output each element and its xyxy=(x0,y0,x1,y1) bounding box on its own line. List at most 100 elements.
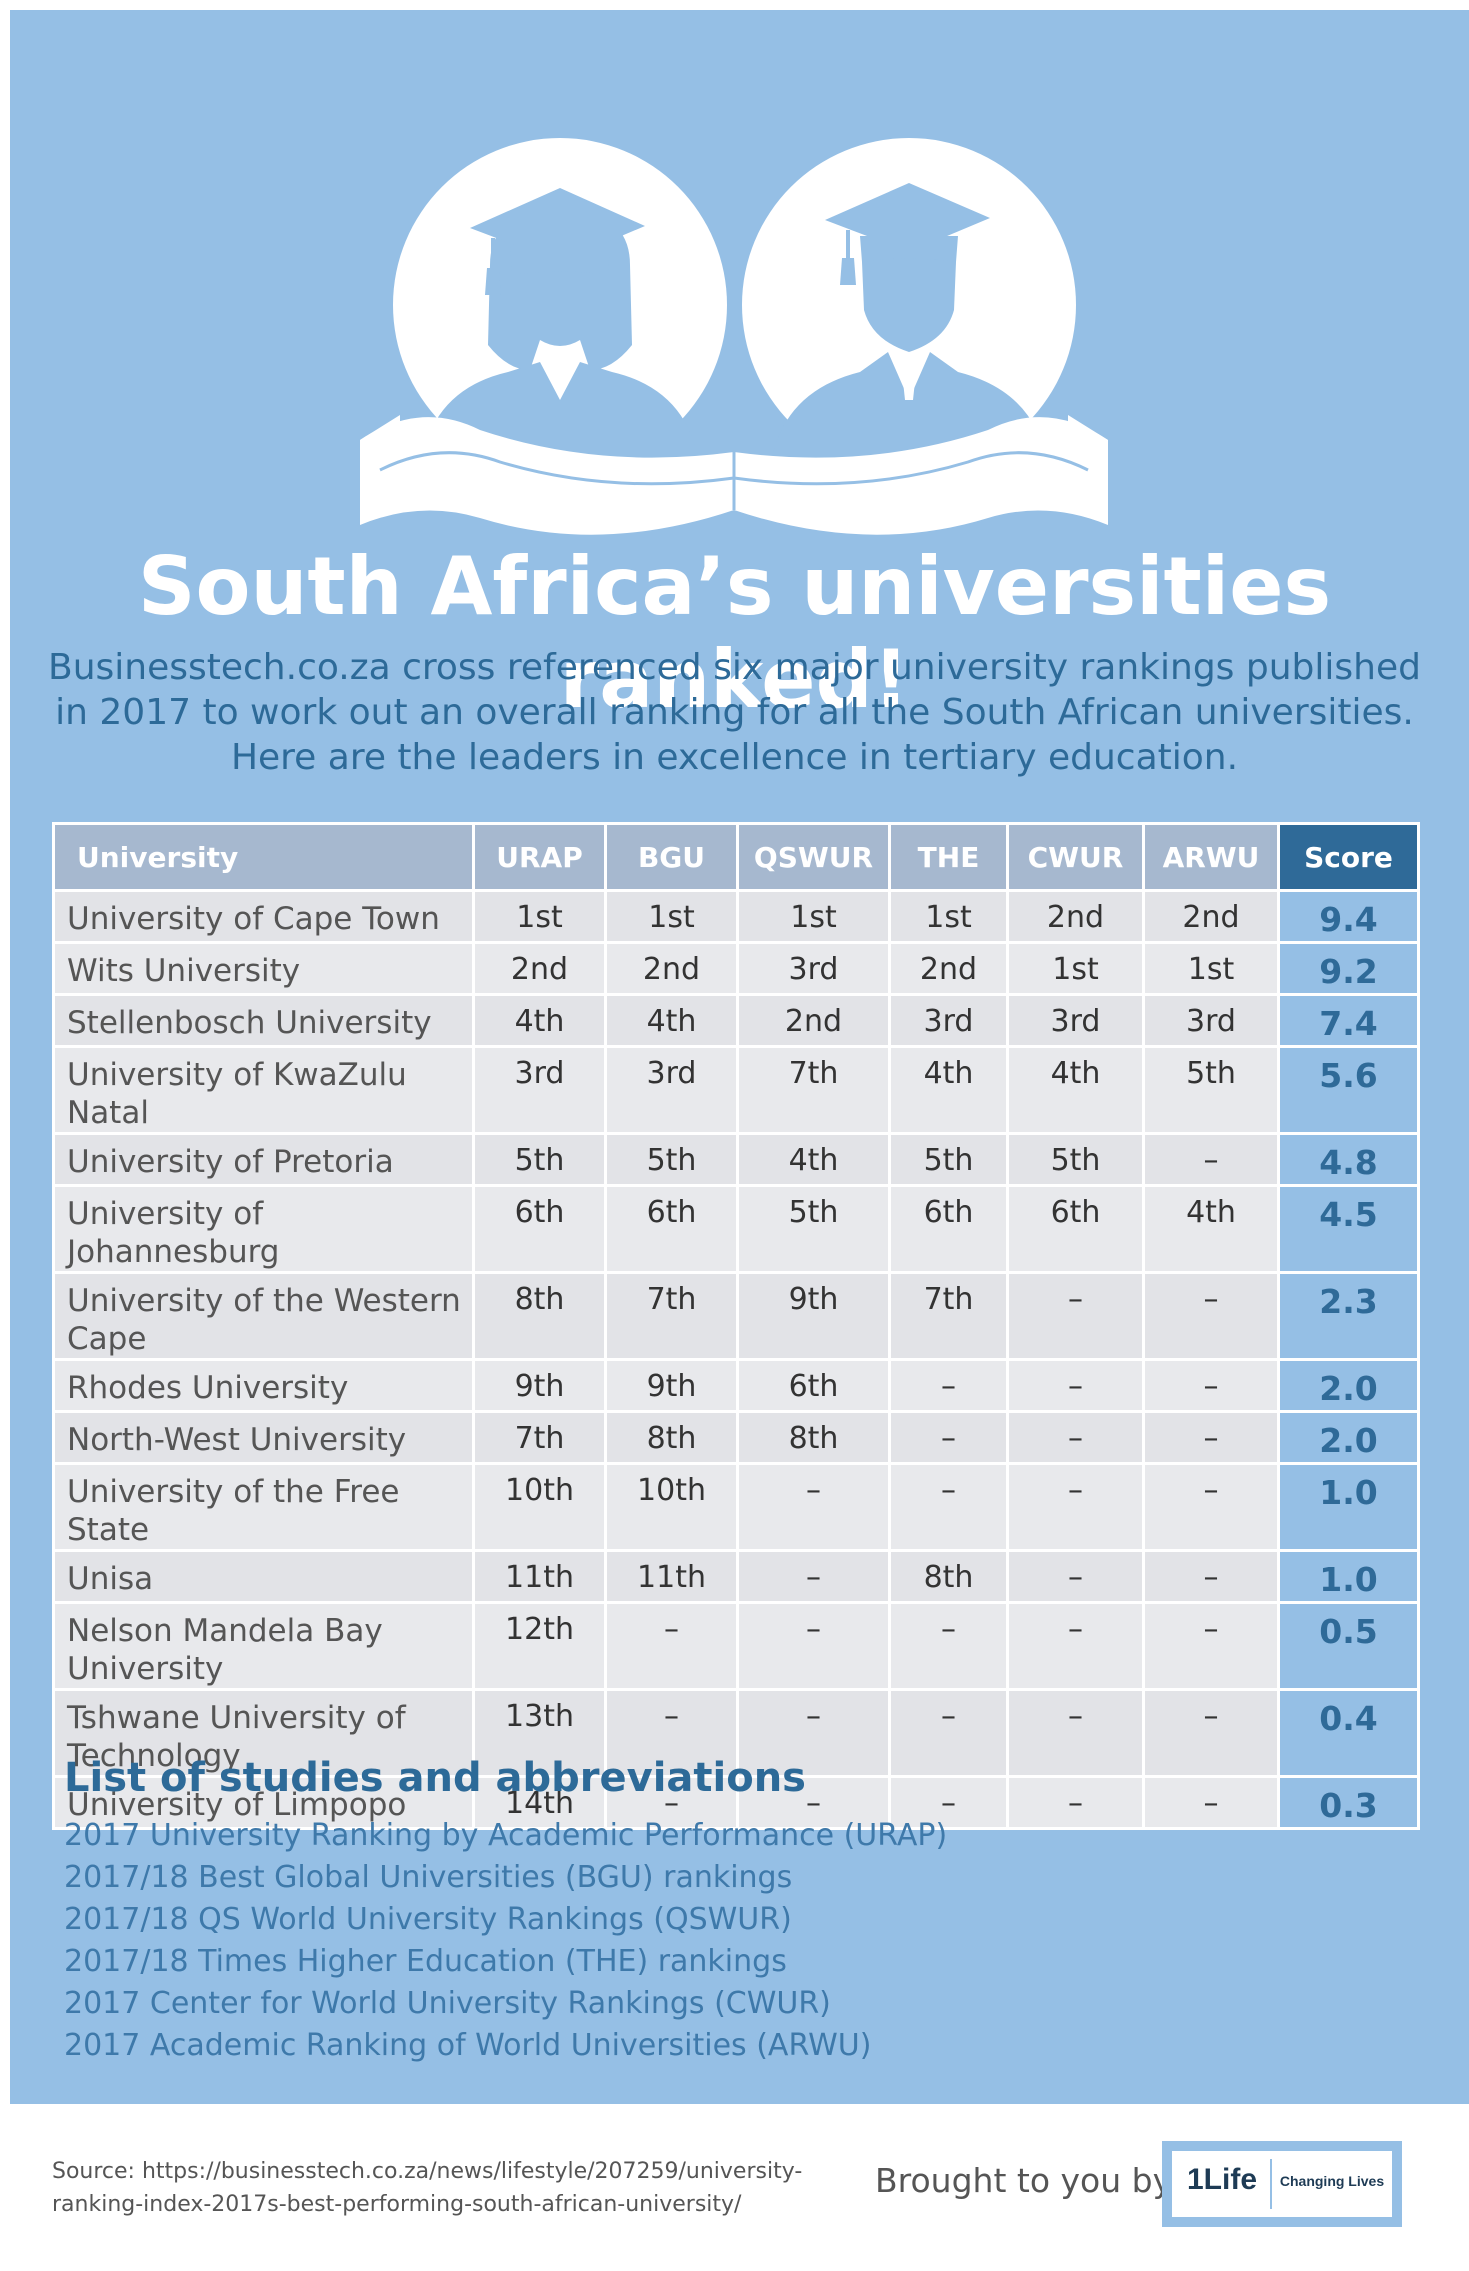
cell-urap: 8th xyxy=(472,1271,607,1361)
cell-arwu: 1st xyxy=(1142,941,1280,996)
cell-cwur: 1st xyxy=(1006,941,1145,996)
cell-bgu: 10th xyxy=(604,1462,739,1552)
cell-the: 5th xyxy=(888,1132,1009,1187)
list-item: 2017/18 Times Higher Education (THE) ran… xyxy=(64,1944,787,1979)
cell-university: Stellenbosch University xyxy=(52,993,475,1048)
cell-university: Unisa xyxy=(52,1549,475,1604)
cell-arwu: – xyxy=(1142,1358,1280,1413)
graduates-illustration xyxy=(360,138,1108,535)
cell-urap: 9th xyxy=(472,1358,607,1413)
cell-cwur: 3rd xyxy=(1006,993,1145,1048)
cell-bgu: 3rd xyxy=(604,1045,739,1135)
header-cwur: CWUR xyxy=(1006,822,1145,892)
cell-the: 7th xyxy=(888,1271,1009,1361)
table-row: University of Johannesburg 6th 6th 5th 6th 6t… xyxy=(52,1184,1420,1274)
cell-the: – xyxy=(888,1688,1009,1778)
cell-the: 6th xyxy=(888,1184,1009,1274)
abbreviations-list: 2017 University Ranking by Academic Perf… xyxy=(64,1815,947,2067)
cell-bgu: 1st xyxy=(604,889,739,944)
cell-urap: 7th xyxy=(472,1410,607,1465)
cell-arwu: – xyxy=(1142,1462,1280,1552)
cell-bgu: 7th xyxy=(604,1271,739,1361)
cell-cwur: 5th xyxy=(1006,1132,1145,1187)
cell-arwu: – xyxy=(1142,1601,1280,1691)
cell-arwu: 2nd xyxy=(1142,889,1280,944)
cell-qswur: – xyxy=(736,1601,891,1691)
cell-university: University of Limpopo xyxy=(52,1775,475,1830)
cell-the: – xyxy=(888,1775,1009,1830)
cell-cwur: – xyxy=(1006,1601,1145,1691)
cell-bgu: – xyxy=(604,1601,739,1691)
cell-university: University of the Western Cape xyxy=(52,1271,475,1361)
cell-score: 0.5 xyxy=(1277,1601,1420,1691)
cell-urap: 4th xyxy=(472,993,607,1048)
cell-qswur: 9th xyxy=(736,1271,891,1361)
cell-cwur: 6th xyxy=(1006,1184,1145,1274)
table-row: Nelson Mandela Bay University 12th – – – – –0.… xyxy=(52,1601,1420,1691)
cell-university: Nelson Mandela Bay University xyxy=(52,1601,475,1691)
cell-urap: 2nd xyxy=(472,941,607,996)
cell-bgu: 6th xyxy=(604,1184,739,1274)
header-the: THE xyxy=(888,822,1009,892)
cell-university: North-West University xyxy=(52,1410,475,1465)
cell-the: – xyxy=(888,1601,1009,1691)
cell-university: Tshwane University of Technology xyxy=(52,1688,475,1778)
cell-cwur: – xyxy=(1006,1688,1145,1778)
cell-urap: 12th xyxy=(472,1601,607,1691)
cell-qswur: 7th xyxy=(736,1045,891,1135)
cell-university: Wits University xyxy=(52,941,475,996)
header-university: University xyxy=(52,822,475,892)
cell-urap: 6th xyxy=(472,1184,607,1274)
cell-qswur: – xyxy=(736,1549,891,1604)
cell-bgu: 2nd xyxy=(604,941,739,996)
cell-urap: 1st xyxy=(472,889,607,944)
cell-bgu: – xyxy=(604,1775,739,1830)
list-item: 2017 Center for World University Ranking… xyxy=(64,1986,831,2021)
cell-qswur: – xyxy=(736,1688,891,1778)
cell-qswur: 8th xyxy=(736,1410,891,1465)
table-row: Tshwane University of Technology 13th – – – –… xyxy=(52,1688,1420,1778)
cell-arwu: – xyxy=(1142,1549,1280,1604)
cell-score: 0.4 xyxy=(1277,1688,1420,1778)
cell-qswur: 3rd xyxy=(736,941,891,996)
rankings-table: University URAP BGU QSWUR THE CWUR ARWU … xyxy=(52,822,1420,1830)
cell-cwur: – xyxy=(1006,1462,1145,1552)
cell-qswur: 6th xyxy=(736,1358,891,1413)
table-row: University of Pretoria 5th 5th 4th 5th 5th –4.… xyxy=(52,1132,1420,1187)
list-item: 2017/18 Best Global Universities (BGU) r… xyxy=(64,1860,793,1895)
cell-score: 2.0 xyxy=(1277,1358,1420,1413)
cell-bgu: 5th xyxy=(604,1132,739,1187)
page-title: South Africa’s universities ranked! xyxy=(137,540,1332,726)
header-urap: URAP xyxy=(472,822,607,892)
cell-cwur: – xyxy=(1006,1549,1145,1604)
brought-to-you-label: Brought to you by: xyxy=(875,2161,1181,2200)
cell-the: – xyxy=(888,1462,1009,1552)
cell-urap: 14th xyxy=(472,1775,607,1830)
table-row: University of the Western Cape 8th 7th 9th 7… xyxy=(52,1271,1420,1361)
cell-bgu: – xyxy=(604,1688,739,1778)
cell-arwu: 3rd xyxy=(1142,993,1280,1048)
cell-arwu: – xyxy=(1142,1271,1280,1361)
cell-urap: 10th xyxy=(472,1462,607,1552)
cell-urap: 11th xyxy=(472,1549,607,1604)
cell-arwu: – xyxy=(1142,1775,1280,1830)
cell-the: 4th xyxy=(888,1045,1009,1135)
table-row: Wits University 2nd 2nd 3rd 2nd 1st 1st 9.2 xyxy=(52,941,1420,996)
sponsor-logo: 1Life Changing Lives xyxy=(1162,2141,1402,2227)
cell-bgu: 4th xyxy=(604,993,739,1048)
cell-university: University of the Free State xyxy=(52,1462,475,1552)
open-book-ribbon-icon xyxy=(360,415,1108,535)
cell-score: 7.4 xyxy=(1277,993,1420,1048)
logo-wordmark: 1Life xyxy=(1186,2163,1258,2196)
cell-cwur: 2nd xyxy=(1006,889,1145,944)
logo-divider xyxy=(1270,2159,1272,2209)
cell-the: 3rd xyxy=(888,993,1009,1048)
table-row: Unisa 11th 11th –8th – –1.0 xyxy=(52,1549,1420,1604)
header-arwu: ARWU xyxy=(1142,822,1280,892)
header-qswur: QSWUR xyxy=(736,822,891,892)
cell-cwur: – xyxy=(1006,1271,1145,1361)
table-row: University of Limpopo 14th – – – – –0.3 xyxy=(52,1775,1420,1830)
cell-bgu: 11th xyxy=(604,1549,739,1604)
list-item: 2017 Academic Ranking of World Universit… xyxy=(64,2028,872,2063)
cell-score: 4.5 xyxy=(1277,1184,1420,1274)
